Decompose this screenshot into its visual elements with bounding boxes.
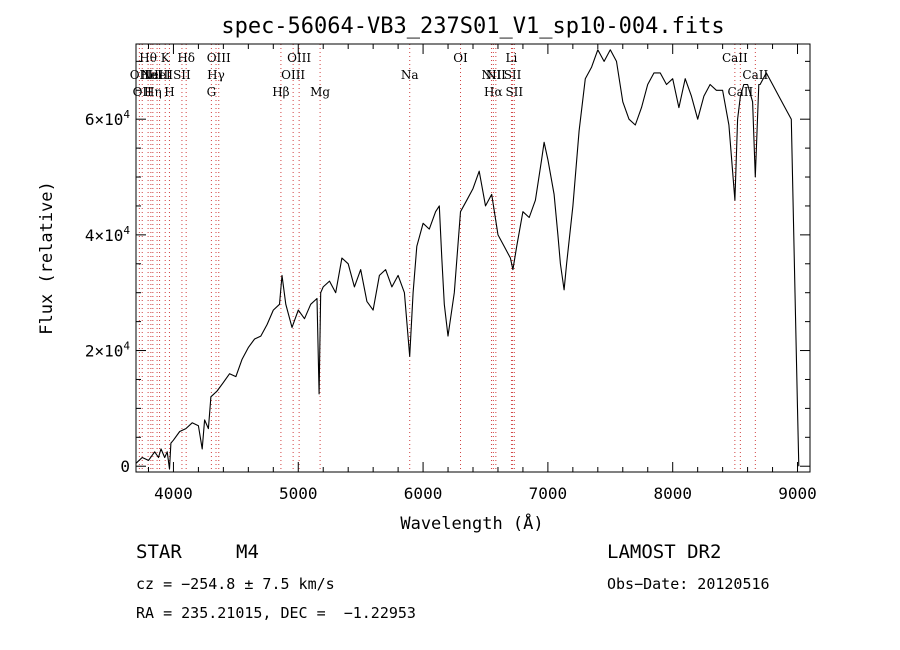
object-subclass: M4 [236,541,259,563]
line-marker-label: NII [481,68,501,82]
line-marker-label: H [164,85,174,99]
line-marker-label: K [161,51,171,65]
line-marker-label: CaII [727,85,753,99]
x-axis: 4000 5000 6000 7000 8000 9000 [147,44,817,503]
line-marker-label: Hα [484,85,503,99]
line-marker-label: SII [504,68,522,82]
redshift-readout: cz = −254.8 ± 7.5 km/s [136,575,335,593]
plot-frame [135,43,811,473]
y-axis: 0 2×104 4×104 6×104 [85,60,810,476]
object-class: STAR [136,541,182,563]
chart-title: spec-56064-VB3_237S01_V1_sp10-004.fits [221,14,724,39]
line-marker-label: Hθ [139,51,157,65]
line-marker-label: G [207,85,217,99]
x-tick-label: 5000 [279,484,318,503]
line-marker-label: Hδ [177,51,195,65]
spectrum-line [135,49,800,470]
line-marker-label: CaII [742,68,768,82]
line-marker-label: Hγ [207,68,225,82]
line-marker-label: Hη [144,85,162,99]
y-tick-label: 4×104 [85,224,131,245]
line-markers [138,44,756,472]
line-marker-label: OII [130,68,150,82]
line-marker-label: Na [401,68,419,82]
x-tick-label: 9000 [778,484,817,503]
line-marker-label: OII [133,85,153,99]
x-tick-label: 7000 [529,484,568,503]
x-axis-label: Wavelength (Å) [400,512,543,534]
line-marker-label: SII [173,68,191,82]
y-tick-label: 0 [120,457,130,476]
line-marker-label: HeI [140,68,163,82]
coordinates-readout: RA = 235.21015, DEC = −1.22953 [136,604,416,622]
x-tick-label: 8000 [653,484,692,503]
observation-date: Obs−Date: 20120516 [607,575,770,593]
line-marker-label: OIII [281,68,305,82]
survey-name: LAMOST DR2 [607,541,722,563]
line-marker-label: NII [486,68,506,82]
line-marker-label: Hβ [272,85,289,99]
line-marker-label: NeIII [141,68,173,82]
line-marker-label: CaII [722,51,748,65]
line-marker-label: Li [506,51,518,65]
y-tick-label: 6×104 [85,108,131,129]
line-marker-label: SII [505,85,523,99]
x-tick-label: 4000 [154,484,193,503]
line-marker-label: OI [453,51,468,65]
line-marker-label: OIII [287,51,311,65]
x-tick-label: 6000 [404,484,443,503]
line-marker-label: Mg [310,85,330,99]
y-tick-label: 2×104 [85,340,131,361]
line-marker-label: HeI [148,68,171,82]
line-marker-label: OIII [207,51,231,65]
y-axis-label: Flux (relative) [37,181,57,335]
